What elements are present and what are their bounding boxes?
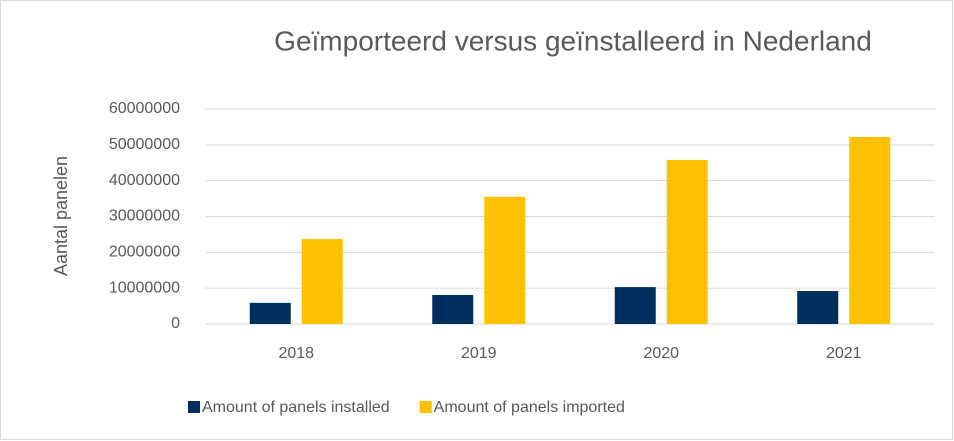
y-tick-label: 10000000 [109,279,180,296]
bar [301,239,343,324]
y-tick-label: 0 [171,315,180,332]
bar [666,159,708,324]
bar [249,302,291,324]
x-tick-label: 2021 [826,345,862,362]
y-tick-label: 30000000 [109,208,180,225]
bar [614,287,656,324]
y-tick-label: 60000000 [109,100,180,117]
x-tick-label: 2018 [278,345,314,362]
chart-title: Geïmporteerd versus geïnstalleerd in Ned… [274,25,872,56]
x-tick-label: 2019 [461,345,497,362]
legend-label: Amount of panels installed [202,399,390,416]
legend-label: Amount of panels imported [434,399,625,416]
legend-swatch [419,401,432,413]
bar [797,291,839,324]
y-tick-label: 20000000 [109,244,180,261]
bar [849,136,891,324]
x-tick-label: 2020 [643,345,679,362]
y-tick-label: 50000000 [109,136,180,153]
y-axis-label: Aantal panelen [51,156,71,276]
bar [484,196,526,324]
y-tick-label: 40000000 [109,172,180,189]
legend-swatch [188,401,200,413]
bar [432,294,474,324]
